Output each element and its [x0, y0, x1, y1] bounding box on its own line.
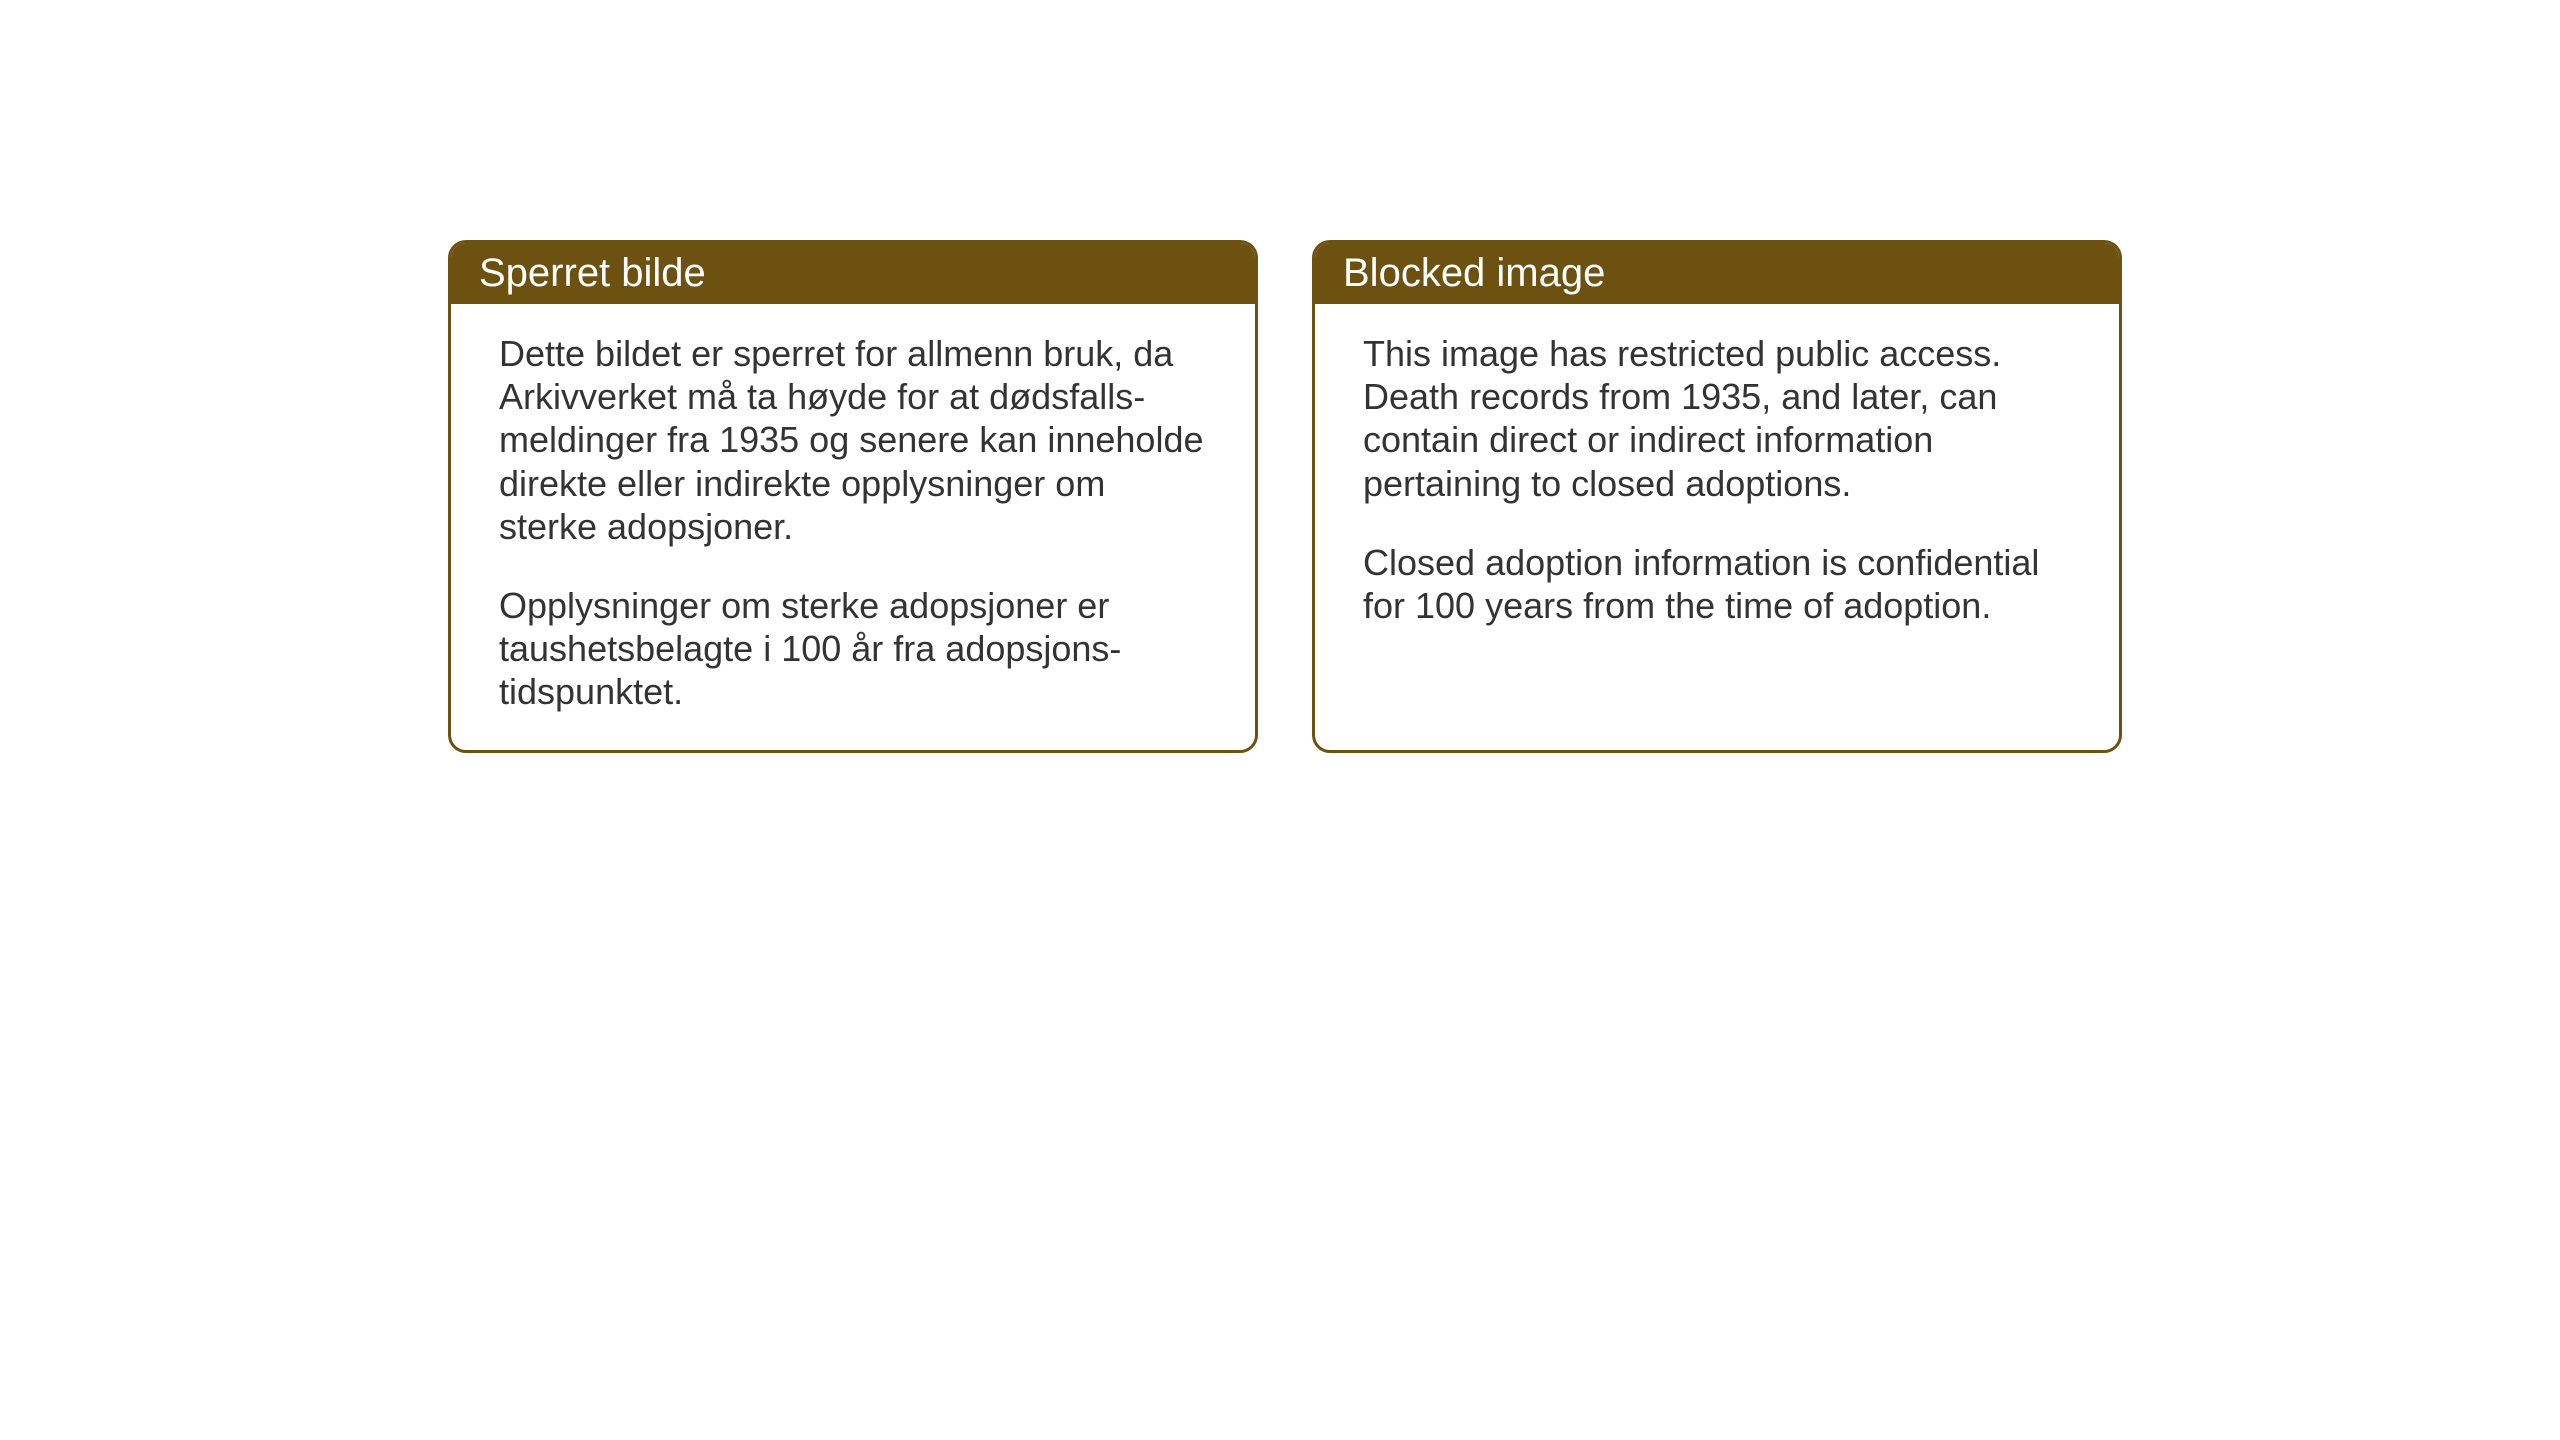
- norwegian-paragraph-1: Dette bildet er sperret for allmenn bruk…: [499, 332, 1207, 548]
- norwegian-card-title: Sperret bilde: [479, 251, 706, 295]
- norwegian-paragraph-2: Opplysninger om sterke adopsjoner er tau…: [499, 584, 1207, 714]
- norwegian-card-body: Dette bildet er sperret for allmenn bruk…: [451, 304, 1255, 750]
- norwegian-card: Sperret bilde Dette bildet er sperret fo…: [448, 240, 1258, 753]
- english-card-body: This image has restricted public access.…: [1315, 304, 2119, 744]
- english-card-title: Blocked image: [1343, 251, 1605, 295]
- cards-container: Sperret bilde Dette bildet er sperret fo…: [448, 240, 2122, 753]
- norwegian-card-header: Sperret bilde: [451, 243, 1255, 304]
- english-paragraph-2: Closed adoption information is confident…: [1363, 541, 2071, 627]
- english-card-header: Blocked image: [1315, 243, 2119, 304]
- english-card: Blocked image This image has restricted …: [1312, 240, 2122, 753]
- english-paragraph-1: This image has restricted public access.…: [1363, 332, 2071, 505]
